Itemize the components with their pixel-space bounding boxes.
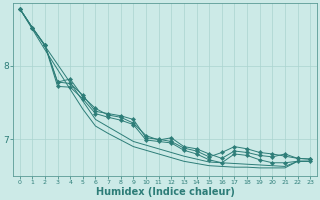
- X-axis label: Humidex (Indice chaleur): Humidex (Indice chaleur): [96, 187, 234, 197]
